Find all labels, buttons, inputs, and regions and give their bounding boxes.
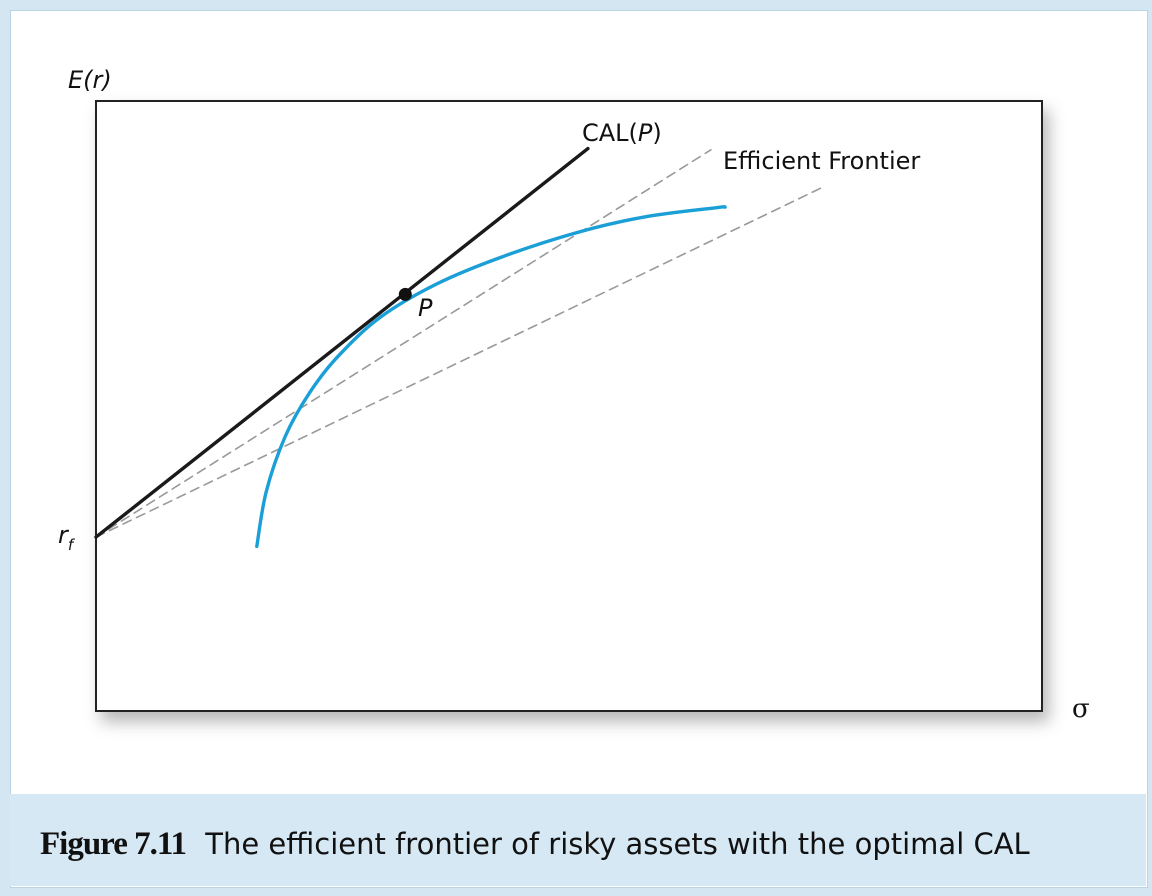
efficient-frontier-curve [255, 205, 727, 548]
figure-caption: Figure 7.11 The efficient frontier of ri… [40, 824, 1030, 863]
cal-label: CAL(P) [582, 119, 662, 147]
point-p-label: P [418, 294, 433, 322]
x-axis-label: σ [1072, 694, 1090, 724]
label-layer: E(r) σ rf CAL(P) Efficient Frontier P [58, 66, 1090, 724]
plot-area [95, 100, 1043, 712]
y-axis-label: E(r) [68, 66, 112, 94]
optimal-cal-line [94, 146, 590, 539]
figure-number: Figure 7.11 [40, 826, 187, 862]
rf-label: rf [58, 521, 76, 554]
figure-caption-text: The efficient frontier of risky assets w… [205, 827, 1030, 861]
caption-bar [10, 794, 1146, 886]
frontier-label: Efficient Frontier [723, 147, 920, 175]
dashed-cal-line-2 [95, 149, 712, 538]
dashed-cal-line-3 [95, 185, 826, 538]
series-layer [94, 146, 826, 548]
tangency-point-p [398, 287, 412, 301]
